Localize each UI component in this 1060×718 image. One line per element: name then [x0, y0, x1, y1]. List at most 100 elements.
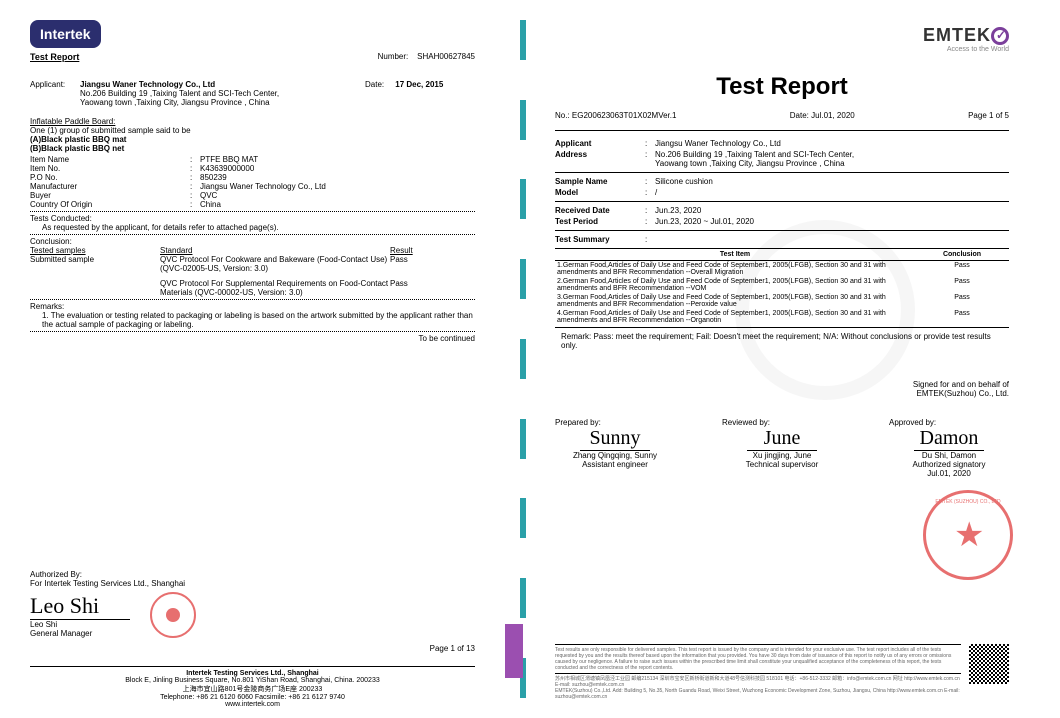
sig3-script: Damon — [914, 427, 984, 451]
item-conclusion: Pass — [915, 261, 1009, 278]
field-row: Country Of Origin:China — [30, 200, 475, 209]
item-text: 3.German Food,Articles of Daily Use and … — [555, 293, 915, 309]
row2-b: QVC Protocol For Supplemental Requiremen… — [160, 279, 390, 297]
recv-v: Jun.23, 2020 — [655, 206, 701, 215]
footer-cn: 苏州市相城区渭塘镇凤凰泾工业园 邮编215134 深圳市宝安区新桥街道新和大道4… — [555, 676, 961, 688]
report-label: Test Report — [30, 52, 79, 62]
r-page: Page 1 of 5 — [968, 111, 1009, 120]
field-row: Item No.:K43639000000 — [30, 164, 475, 173]
address-k: Address — [555, 150, 645, 168]
sample-v: Silicone cushion — [655, 177, 713, 186]
approved-label: Approved by: — [889, 418, 1009, 427]
qr-code-icon — [969, 644, 1009, 684]
item-conclusion: Pass — [915, 293, 1009, 309]
item-text: 1.German Food,Articles of Daily Use and … — [555, 261, 915, 278]
left-report: Intertek Test Report Number: SHAH0062784… — [0, 0, 505, 718]
stamp-icon — [150, 592, 196, 638]
to-be-continued: To be continued — [30, 334, 475, 343]
applicant-label: Applicant: — [30, 80, 80, 107]
table-row: 3.German Food,Articles of Daily Use and … — [555, 293, 1009, 309]
field-v: PTFE BBQ MAT — [200, 155, 258, 164]
signer-title: General Manager — [30, 629, 130, 638]
model-v: / — [655, 188, 657, 197]
footer-tel: Telephone: +86 21 6120 6060 Facsimile: +… — [30, 694, 475, 701]
period-v: Jun.23, 2020 ~ Jul.01, 2020 — [655, 217, 754, 226]
sig3-name: Du Shi, Damon — [889, 451, 1009, 460]
table-row: 2.German Food,Articles of Daily Use and … — [555, 277, 1009, 293]
item-conclusion: Pass — [915, 277, 1009, 293]
conclusion-label: Conclusion: — [30, 237, 475, 246]
field-v: 850239 — [200, 173, 227, 182]
big-stamp-icon — [923, 490, 1013, 580]
table-h2: Standard — [160, 246, 390, 255]
field-row: Manufacturer:Jiangsu Waner Technology Co… — [30, 182, 475, 191]
applicant-k: Applicant — [555, 139, 645, 148]
field-k: Country Of Origin — [30, 200, 190, 209]
row2-c: Pass — [390, 279, 440, 297]
field-row: Buyer:QVC — [30, 191, 475, 200]
no-label: No.: — [555, 111, 570, 120]
footer-company: Intertek Testing Services Ltd., Shanghai — [30, 670, 475, 677]
field-v: K43639000000 — [200, 164, 254, 173]
sig2-title: Technical supervisor — [722, 460, 842, 469]
footer-addr-en: Block E, Jinling Business Square, No.801… — [30, 677, 475, 684]
sig3-date: Jul.01, 2020 — [889, 469, 1009, 478]
remark-text: Remark: Pass: meet the requirement; Fail… — [555, 332, 1009, 350]
signature-script: Leo Shi — [30, 593, 130, 619]
intertek-logo: Intertek — [30, 20, 101, 48]
date-value: 17 Dec, 2015 — [395, 80, 443, 89]
item-conclusion: Pass — [915, 309, 1009, 325]
field-v: China — [200, 200, 221, 209]
signer-name: Leo Shi — [30, 620, 130, 629]
no-value: EG200623063T01X02MVer.1 — [572, 111, 677, 120]
field-v: Jiangsu Waner Technology Co., Ltd — [200, 182, 326, 191]
number-value: SHAH00627845 — [417, 52, 475, 61]
tests-conducted-text: As requested by the applicant, for detai… — [30, 223, 475, 232]
footer-web: www.intertek.com — [30, 701, 475, 708]
report-title: Test Report — [555, 73, 1009, 101]
field-v: QVC — [200, 191, 217, 200]
prepared-label: Prepared by: — [555, 418, 675, 427]
signed-co: EMTEK(Suzhou) Co., Ltd. — [555, 389, 1009, 398]
recv-k: Received Date — [555, 206, 645, 215]
row1-b: QVC Protocol For Cookware and Bakeware (… — [160, 255, 390, 273]
page-number: Page 1 of 13 — [430, 644, 475, 653]
check-circle-icon — [991, 27, 1009, 45]
r-date-label: Date: — [790, 111, 809, 120]
sig3-title: Authorized signatory — [889, 460, 1009, 469]
remarks-label: Remarks: — [30, 302, 475, 311]
th-item: Test Item — [555, 249, 915, 261]
table-row: 1.German Food,Articles of Daily Use and … — [555, 261, 1009, 278]
sample-a: (A)Black plastic BBQ mat — [30, 135, 475, 144]
test-items-table: Test Item Conclusion 1.German Food,Artic… — [555, 248, 1009, 325]
item-text: 2.German Food,Articles of Daily Use and … — [555, 277, 915, 293]
applicant-name: Jiangsu Waner Technology Co., Ltd — [80, 80, 279, 89]
sig2-name: Xu jingjing, June — [722, 451, 842, 460]
table-row: 4.German Food,Articles of Daily Use and … — [555, 309, 1009, 325]
th-concl: Conclusion — [915, 249, 1009, 261]
footer-en: EMTEK(Suzhou) Co.,Ltd. Add: Building 5, … — [555, 688, 961, 700]
address-v2: Yaowang town ,Taixing City, Jiangsu Prov… — [655, 159, 854, 168]
applicant-addr1: No.206 Building 19 ,Taixing Talent and S… — [80, 89, 279, 98]
model-k: Model — [555, 188, 645, 197]
field-row: Item Name:PTFE BBQ MAT — [30, 155, 475, 164]
authorized-by-label: Authorized By: — [30, 570, 196, 579]
reviewed-label: Reviewed by: — [722, 418, 842, 427]
tests-conducted-label: Tests Conducted: — [30, 214, 475, 223]
footer-addr-cn: 上海市宜山路801号金陵商务广场E座 200233 — [30, 684, 475, 694]
emtek-sub: Access to the World — [555, 46, 1009, 53]
address-v1: No.206 Building 19 ,Taixing Talent and S… — [655, 150, 854, 159]
table-h1: Tested samples — [30, 246, 160, 255]
period-k: Test Period — [555, 217, 645, 226]
applicant-addr2: Yaowang town ,Taixing City, Jiangsu Prov… — [80, 98, 279, 107]
number-label: Number: — [378, 52, 409, 61]
sig2-script: June — [747, 427, 817, 451]
summary-k: Test Summary — [555, 235, 645, 244]
remarks-text: 1. The evaluation or testing related to … — [30, 311, 475, 329]
row1-a: Submitted sample — [30, 255, 160, 273]
field-k: Item Name — [30, 155, 190, 164]
emtek-logo: EMTEK — [555, 25, 1009, 46]
r-date-value: Jul.01, 2020 — [811, 111, 855, 120]
row1-c: Pass — [390, 255, 440, 273]
field-row: P.O No.:850239 — [30, 173, 475, 182]
